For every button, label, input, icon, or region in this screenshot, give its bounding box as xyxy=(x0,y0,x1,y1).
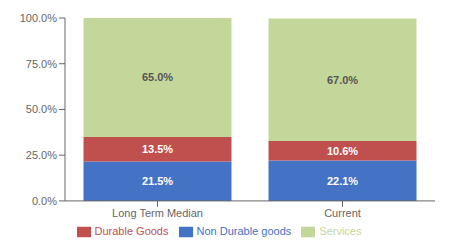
svg-text:21.5%: 21.5% xyxy=(142,175,173,187)
svg-text:65.0%: 65.0% xyxy=(142,71,173,83)
svg-text:75.0%: 75.0% xyxy=(26,58,57,70)
svg-text:67.0%: 67.0% xyxy=(327,74,358,86)
html-text:Durable Goods: Durable Goods xyxy=(94,224,169,237)
svg-text:22.1%: 22.1% xyxy=(327,175,358,187)
html-text:Services: Services xyxy=(319,224,362,237)
svg-text:13.5%: 13.5% xyxy=(142,143,173,155)
svg-text:25.0%: 25.0% xyxy=(26,149,57,161)
svg-text:Current: Current xyxy=(324,207,361,219)
svg-text:50.0%: 50.0% xyxy=(26,103,57,115)
svg-text:Long Term Median: Long Term Median xyxy=(112,207,203,219)
svg-text:100.0%: 100.0% xyxy=(20,12,58,24)
svg-text:10.6%: 10.6% xyxy=(327,145,358,157)
svg-text:0.0%: 0.0% xyxy=(32,195,57,207)
html-text:Non Durable goods: Non Durable goods xyxy=(196,224,292,237)
